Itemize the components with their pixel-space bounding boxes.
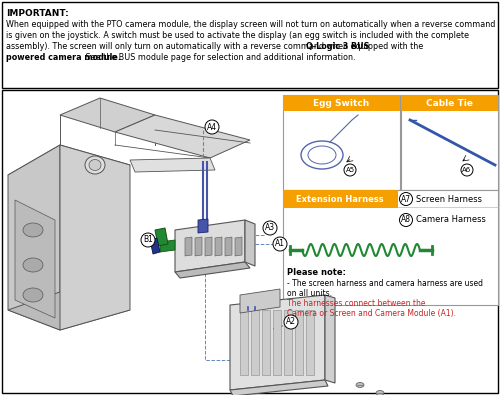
- Circle shape: [273, 237, 287, 251]
- Circle shape: [400, 192, 412, 205]
- Text: B1: B1: [143, 235, 153, 245]
- Text: See the BUS module page for selection and additional information.: See the BUS module page for selection an…: [83, 53, 355, 62]
- Polygon shape: [240, 310, 248, 375]
- Bar: [2, 2, 498, 88]
- Polygon shape: [262, 310, 270, 375]
- Polygon shape: [150, 238, 160, 254]
- Text: - The screen harness and camera harness are used: - The screen harness and camera harness …: [287, 279, 483, 288]
- Polygon shape: [115, 115, 250, 158]
- Circle shape: [284, 315, 298, 329]
- Bar: [283, 95, 400, 111]
- Bar: [2, 90, 498, 393]
- Ellipse shape: [85, 156, 105, 174]
- Polygon shape: [175, 220, 245, 272]
- Polygon shape: [251, 310, 259, 375]
- Polygon shape: [273, 310, 281, 375]
- Polygon shape: [306, 310, 314, 375]
- Text: assembly). The screen will only turn on automatically with a reverse command whe: assembly). The screen will only turn on …: [6, 42, 426, 51]
- Polygon shape: [235, 237, 242, 256]
- Text: Screen Harness: Screen Harness: [416, 194, 482, 203]
- Bar: [401, 95, 498, 190]
- Polygon shape: [225, 237, 232, 256]
- Text: The harnesses connect between the: The harnesses connect between the: [287, 299, 426, 308]
- Text: is given on the joystick. A switch must be used to activate the display (an egg : is given on the joystick. A switch must …: [6, 31, 469, 40]
- Polygon shape: [195, 237, 202, 256]
- Text: Camera Harness: Camera Harness: [416, 216, 486, 224]
- Ellipse shape: [89, 160, 101, 171]
- Polygon shape: [8, 145, 60, 330]
- Polygon shape: [155, 228, 168, 246]
- Polygon shape: [8, 145, 130, 195]
- Text: Please note:: Please note:: [287, 268, 346, 277]
- Text: Egg Switch: Egg Switch: [313, 98, 369, 107]
- Text: A3: A3: [265, 224, 275, 233]
- Polygon shape: [240, 289, 280, 313]
- Ellipse shape: [376, 391, 384, 395]
- Polygon shape: [284, 310, 292, 375]
- Polygon shape: [160, 240, 175, 252]
- Bar: [401, 95, 498, 111]
- Polygon shape: [60, 145, 130, 330]
- Polygon shape: [215, 237, 222, 256]
- Polygon shape: [230, 380, 328, 395]
- Circle shape: [400, 214, 412, 226]
- Polygon shape: [8, 285, 130, 330]
- Ellipse shape: [23, 288, 43, 302]
- Polygon shape: [205, 237, 212, 256]
- Ellipse shape: [23, 223, 43, 237]
- Text: Q-Logic 3 BUS: Q-Logic 3 BUS: [306, 42, 370, 51]
- Circle shape: [205, 120, 219, 134]
- Text: A8: A8: [401, 216, 411, 224]
- Text: IMPORTANT:: IMPORTANT:: [6, 9, 69, 18]
- Text: A1: A1: [275, 239, 285, 248]
- Polygon shape: [175, 262, 250, 278]
- Text: A2: A2: [286, 318, 296, 327]
- Text: When equipped with the PTO camera module, the display screen will not turn on au: When equipped with the PTO camera module…: [6, 20, 496, 29]
- Polygon shape: [245, 220, 255, 266]
- Text: A6: A6: [462, 167, 471, 173]
- Text: A5: A5: [346, 167, 354, 173]
- Polygon shape: [15, 200, 55, 318]
- Polygon shape: [60, 98, 155, 132]
- Circle shape: [344, 164, 356, 176]
- Text: A7: A7: [401, 194, 411, 203]
- Text: on all units.: on all units.: [287, 289, 332, 298]
- Text: Camera or Screen and Camera Module (A1).: Camera or Screen and Camera Module (A1).: [287, 309, 456, 318]
- Polygon shape: [325, 295, 335, 383]
- Polygon shape: [230, 295, 325, 390]
- Polygon shape: [295, 310, 303, 375]
- Polygon shape: [198, 219, 208, 233]
- Bar: [283, 95, 400, 190]
- Ellipse shape: [23, 258, 43, 272]
- Polygon shape: [130, 158, 215, 172]
- Bar: [283, 190, 498, 305]
- Circle shape: [141, 233, 155, 247]
- Circle shape: [263, 221, 277, 235]
- Bar: [283, 190, 398, 208]
- Circle shape: [461, 164, 473, 176]
- Polygon shape: [185, 237, 192, 256]
- Text: A4: A4: [207, 122, 217, 132]
- Text: Cable Tie: Cable Tie: [426, 98, 472, 107]
- Ellipse shape: [356, 382, 364, 387]
- Text: powered camera module.: powered camera module.: [6, 53, 121, 62]
- Text: Extension Harness: Extension Harness: [296, 194, 384, 203]
